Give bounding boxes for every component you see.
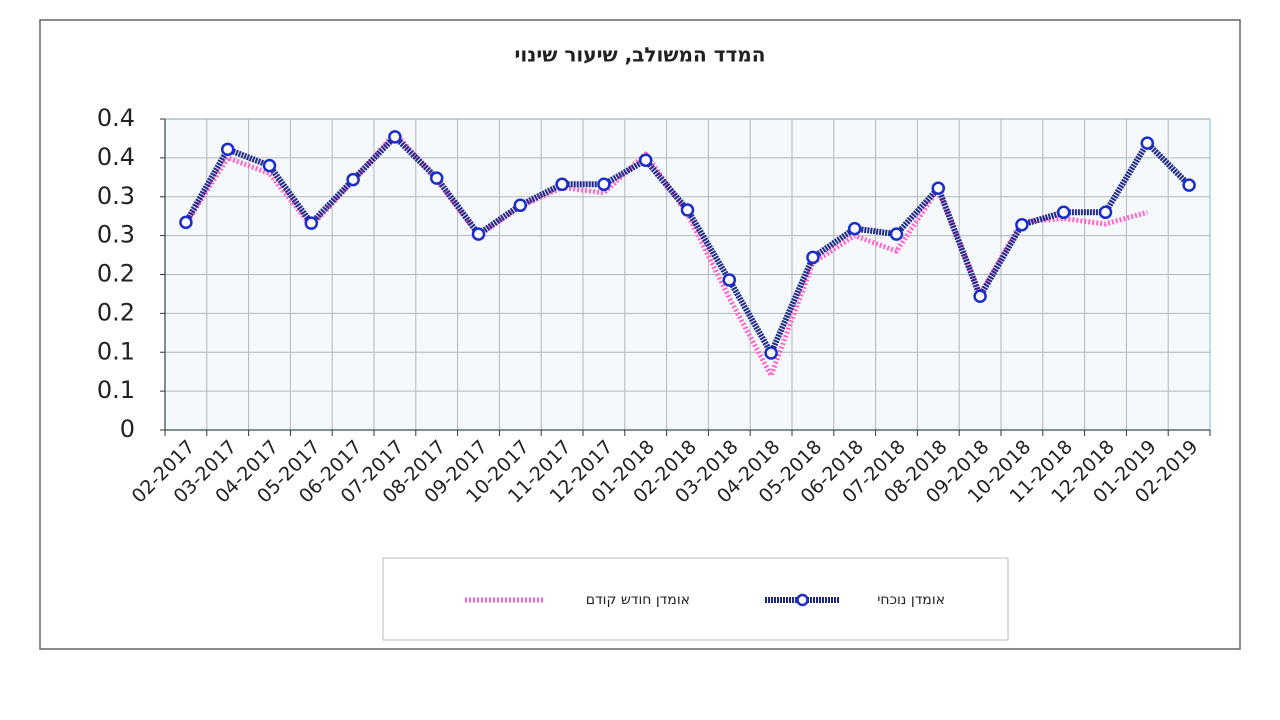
point-marker [638,153,653,167]
y-tick-label: 0 [120,415,135,443]
y-tick-label: 0.4 [97,104,135,132]
point-marker [471,227,486,241]
point-marker [220,142,235,157]
point-marker [429,171,444,185]
point-marker [722,273,737,287]
point-marker [555,177,569,192]
legend-label: אומדן חודש קודם [586,592,690,608]
point-marker [597,177,611,192]
point-marker [1140,136,1155,150]
y-tick-label: 0.4 [97,143,135,171]
point-marker [1098,205,1113,220]
chart-title: המדד המשולב, שיעור שינוי [515,43,766,67]
y-tick-label: 0.1 [97,376,135,404]
point-marker [388,130,402,144]
y-tick-label: 0.2 [97,260,135,288]
point-marker [973,289,987,304]
point-marker [1015,217,1029,232]
point-marker [346,172,360,187]
point-marker [806,250,820,265]
point-marker [513,198,528,213]
point-marker [179,215,193,230]
point-marker [889,227,904,241]
point-marker [1182,178,1196,192]
point-marker [931,181,946,195]
point-marker [1056,205,1071,220]
point-marker [680,203,695,217]
legend-box [382,557,1009,641]
y-tick-label: 0.2 [97,298,135,326]
point-marker [262,158,277,173]
legend-marker [796,593,809,607]
point-marker [847,221,862,236]
point-marker [304,216,319,230]
y-tick-label: 0.3 [97,182,135,210]
legend-label: אומדן נוכחי [877,592,945,608]
point-marker [764,346,778,360]
y-tick-label: 0.1 [97,337,135,365]
y-tick-label: 0.3 [97,221,135,249]
